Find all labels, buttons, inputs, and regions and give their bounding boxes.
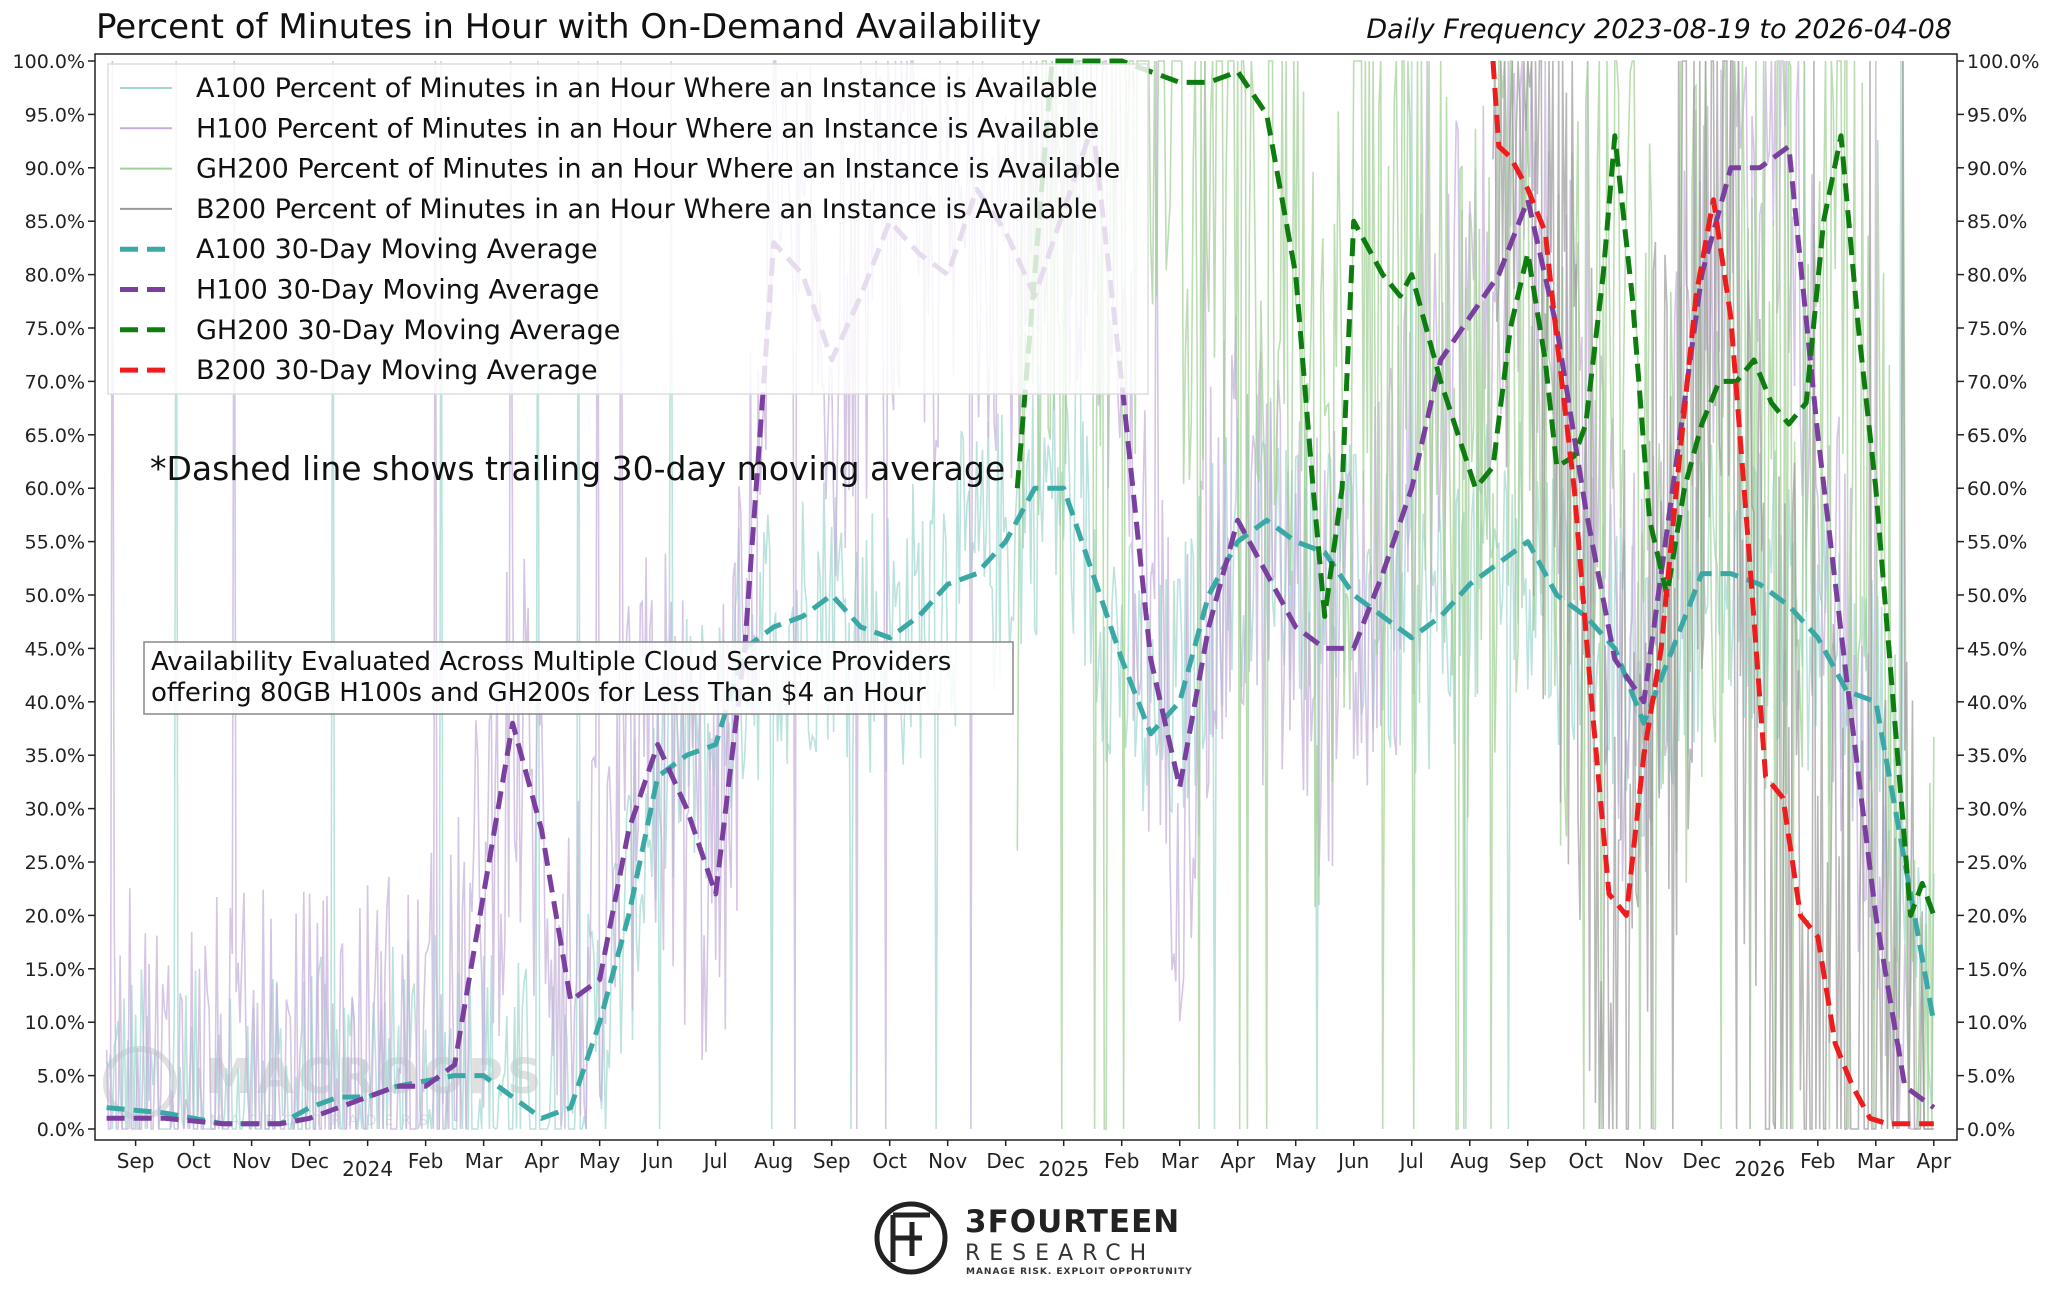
x-tick-label: Feb bbox=[1800, 1149, 1835, 1173]
x-tick-label: May bbox=[579, 1149, 621, 1173]
y-tick-label-right: 80.0% bbox=[1967, 265, 2027, 287]
y-axis-left: 0.0% 5.0% 10.0% 15.0% 20.0% 25.0% 30.0% 35.0% 40… bbox=[13, 51, 95, 1141]
logo-sub: RESEARCH bbox=[965, 1241, 1155, 1266]
y-tick-label-right: 100.0% bbox=[1967, 51, 2039, 73]
y-tick-label-right: 20.0% bbox=[1967, 905, 2027, 927]
y-tick-label-right: 30.0% bbox=[1967, 799, 2027, 821]
x-tick-label: Jun bbox=[1336, 1149, 1369, 1173]
y-tick-label-left: 20.0% bbox=[25, 905, 85, 927]
x-tick-label: Sep bbox=[813, 1149, 851, 1173]
chart-title: Percent of Minutes in Hour with On-Deman… bbox=[96, 7, 1041, 47]
y-tick-label-right: 90.0% bbox=[1967, 158, 2027, 180]
y-tick-label-left: 45.0% bbox=[25, 638, 85, 660]
y-tick-label-right: 60.0% bbox=[1967, 478, 2027, 500]
y-tick-label-left: 90.0% bbox=[25, 158, 85, 180]
x-tick-label: Dec bbox=[986, 1149, 1025, 1173]
x-tick-label: Mar bbox=[1857, 1149, 1896, 1173]
x-tick-label: Dec bbox=[290, 1149, 329, 1173]
legend-label: A100 30-Day Moving Average bbox=[196, 234, 598, 265]
y-tick-label-left: 70.0% bbox=[25, 371, 85, 393]
x-tick-label: Mar bbox=[1161, 1149, 1200, 1173]
x-tick-label: Sep bbox=[1509, 1149, 1547, 1173]
legend-label: GH200 Percent of Minutes in an Hour Wher… bbox=[196, 154, 1120, 185]
y-tick-label-left: 65.0% bbox=[25, 425, 85, 447]
x-tick-label: Nov bbox=[928, 1149, 967, 1173]
y-tick-label-left: 0.0% bbox=[37, 1119, 85, 1141]
legend-label: H100 Percent of Minutes in an Hour Where… bbox=[196, 113, 1099, 144]
x-tick-label: Feb bbox=[1104, 1149, 1139, 1173]
y-tick-label-right: 5.0% bbox=[1967, 1066, 2015, 1088]
y-tick-label-left: 5.0% bbox=[37, 1066, 85, 1088]
y-tick-label-right: 95.0% bbox=[1967, 104, 2027, 126]
y-tick-label-right: 45.0% bbox=[1967, 638, 2027, 660]
logo: 3FOURTEEN RESEARCH MANAGE RISK. EXPLOIT … bbox=[877, 1204, 1193, 1277]
y-tick-label-right: 55.0% bbox=[1967, 532, 2027, 554]
y-axis-right: 0.0% 5.0% 10.0% 15.0% 20.0% 25.0% 30.0% 35.0% 40… bbox=[1957, 51, 2039, 1141]
y-tick-label-right: 15.0% bbox=[1967, 959, 2027, 981]
x-tick-label: Jul bbox=[702, 1149, 728, 1173]
x-tick-label: Mar bbox=[465, 1149, 504, 1173]
dashed-note: *Dashed line shows trailing 30-day movin… bbox=[150, 449, 1005, 488]
x-tick-label: Apr bbox=[524, 1149, 559, 1173]
legend-label: H100 30-Day Moving Average bbox=[196, 275, 599, 306]
chart-subtitle: Daily Frequency 2023-08-19 to 2026-04-08 bbox=[1366, 14, 1952, 45]
y-tick-label-left: 35.0% bbox=[25, 745, 85, 767]
logo-name: 3FOURTEEN bbox=[965, 1204, 1180, 1240]
y-tick-label-right: 0.0% bbox=[1967, 1119, 2015, 1141]
x-year-label: 2025 bbox=[1038, 1157, 1089, 1181]
y-tick-label-left: 60.0% bbox=[25, 478, 85, 500]
x-tick-label: Oct bbox=[1568, 1149, 1603, 1173]
y-tick-label-left: 25.0% bbox=[25, 852, 85, 874]
x-tick-label: Nov bbox=[1624, 1149, 1663, 1173]
legend-label: A100 Percent of Minutes in an Hour Where… bbox=[196, 73, 1097, 104]
legend-label: B200 30-Day Moving Average bbox=[196, 355, 598, 386]
x-year-label: 2026 bbox=[1734, 1157, 1785, 1181]
y-tick-label-left: 80.0% bbox=[25, 265, 85, 287]
y-tick-label-right: 10.0% bbox=[1967, 1012, 2027, 1034]
y-tick-label-left: 55.0% bbox=[25, 532, 85, 554]
y-tick-label-left: 75.0% bbox=[25, 318, 85, 340]
x-tick-label: Aug bbox=[1450, 1149, 1489, 1173]
y-tick-label-left: 40.0% bbox=[25, 692, 85, 714]
logo-tagline: MANAGE RISK. EXPLOIT OPPORTUNITY bbox=[966, 1267, 1193, 1277]
y-tick-label-left: 95.0% bbox=[25, 104, 85, 126]
info-box-line-2: offering 80GB H100s and GH200s for Less … bbox=[151, 678, 926, 708]
y-tick-label-right: 75.0% bbox=[1967, 318, 2027, 340]
info-box-line-1: Availability Evaluated Across Multiple C… bbox=[151, 647, 951, 677]
y-tick-label-right: 85.0% bbox=[1967, 211, 2027, 233]
y-tick-label-left: 10.0% bbox=[25, 1012, 85, 1034]
y-tick-label-left: 85.0% bbox=[25, 211, 85, 233]
y-tick-label-right: 50.0% bbox=[1967, 585, 2027, 607]
info-box: Availability Evaluated Across Multiple C… bbox=[144, 642, 1013, 714]
x-tick-label: Apr bbox=[1220, 1149, 1255, 1173]
legend-label: GH200 30-Day Moving Average bbox=[196, 315, 620, 346]
x-tick-label: Jul bbox=[1398, 1149, 1424, 1173]
x-tick-label: Aug bbox=[754, 1149, 793, 1173]
x-tick-label: Jun bbox=[640, 1149, 673, 1173]
y-tick-label-left: 30.0% bbox=[25, 799, 85, 821]
x-tick-label: Dec bbox=[1682, 1149, 1721, 1173]
y-tick-label-left: 15.0% bbox=[25, 959, 85, 981]
legend-label: B200 Percent of Minutes in an Hour Where… bbox=[196, 194, 1098, 225]
x-tick-label: Apr bbox=[1916, 1149, 1951, 1173]
x-tick-label: May bbox=[1275, 1149, 1317, 1173]
y-tick-label-right: 65.0% bbox=[1967, 425, 2027, 447]
y-tick-label-right: 70.0% bbox=[1967, 371, 2027, 393]
y-tick-label-left: 100.0% bbox=[13, 51, 85, 73]
legend: A100 Percent of Minutes in an Hour Where… bbox=[108, 64, 1148, 394]
x-year-label: 2024 bbox=[342, 1157, 393, 1181]
y-tick-label-right: 25.0% bbox=[1967, 852, 2027, 874]
x-tick-label: Feb bbox=[408, 1149, 443, 1173]
y-tick-label-right: 40.0% bbox=[1967, 692, 2027, 714]
x-tick-label: Oct bbox=[872, 1149, 907, 1173]
x-tick-label: Sep bbox=[117, 1149, 155, 1173]
x-tick-label: Oct bbox=[176, 1149, 211, 1173]
x-tick-label: Nov bbox=[232, 1149, 271, 1173]
y-tick-label-right: 35.0% bbox=[1967, 745, 2027, 767]
y-tick-label-left: 50.0% bbox=[25, 585, 85, 607]
